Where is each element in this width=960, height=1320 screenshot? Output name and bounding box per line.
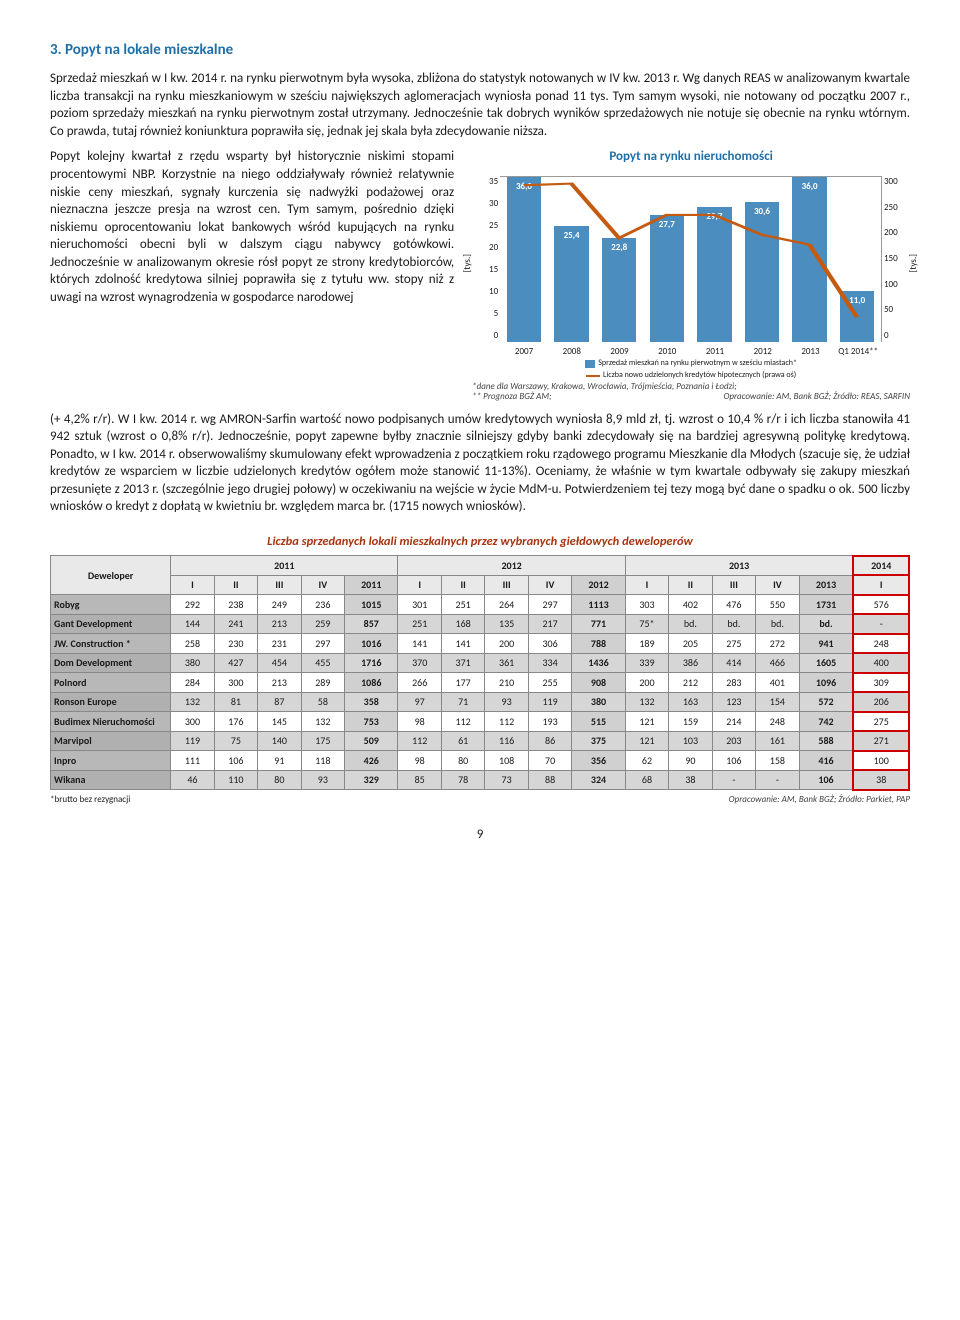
- developers-table: Deweloper2011201220132014IIIIIIIV2011III…: [50, 555, 910, 791]
- paragraph-1: Sprzedaż mieszkań w I kw. 2014 r. na ryn…: [50, 70, 910, 140]
- chart: [tys.] [tys.] 35302520151050 30025020015…: [472, 170, 910, 380]
- chart-plot-area: 36,025,422,827,729,730,636,011,0: [500, 176, 882, 342]
- two-column-block: Popyt kolejny kwartał z rzędu wsparty by…: [50, 148, 910, 402]
- chart-legend: Sprzedaż mieszkań na rynku pierwotnym w …: [500, 359, 882, 380]
- table-footnote: *brutto bez rezygnacji Opracowanie: AM, …: [50, 794, 910, 806]
- section-heading: 3. Popyt na lokale mieszkalne: [50, 40, 910, 60]
- table-title: Liczba sprzedanych lokali mieszkalnych p…: [50, 534, 910, 551]
- paragraph-3: (+ 4,2% r/r). W I kw. 2014 r. wg AMRON-S…: [50, 411, 910, 516]
- chart-footnote: *dane dla Warszawy, Krakowa, Wrocławia, …: [472, 382, 910, 403]
- chart-title: Popyt na rynku nieruchomości: [472, 148, 910, 166]
- page-number: 9: [50, 826, 910, 844]
- paragraph-2-left: Popyt kolejny kwartał z rzędu wsparty by…: [50, 148, 454, 402]
- chart-block: Popyt na rynku nieruchomości [tys.] [tys…: [472, 148, 910, 402]
